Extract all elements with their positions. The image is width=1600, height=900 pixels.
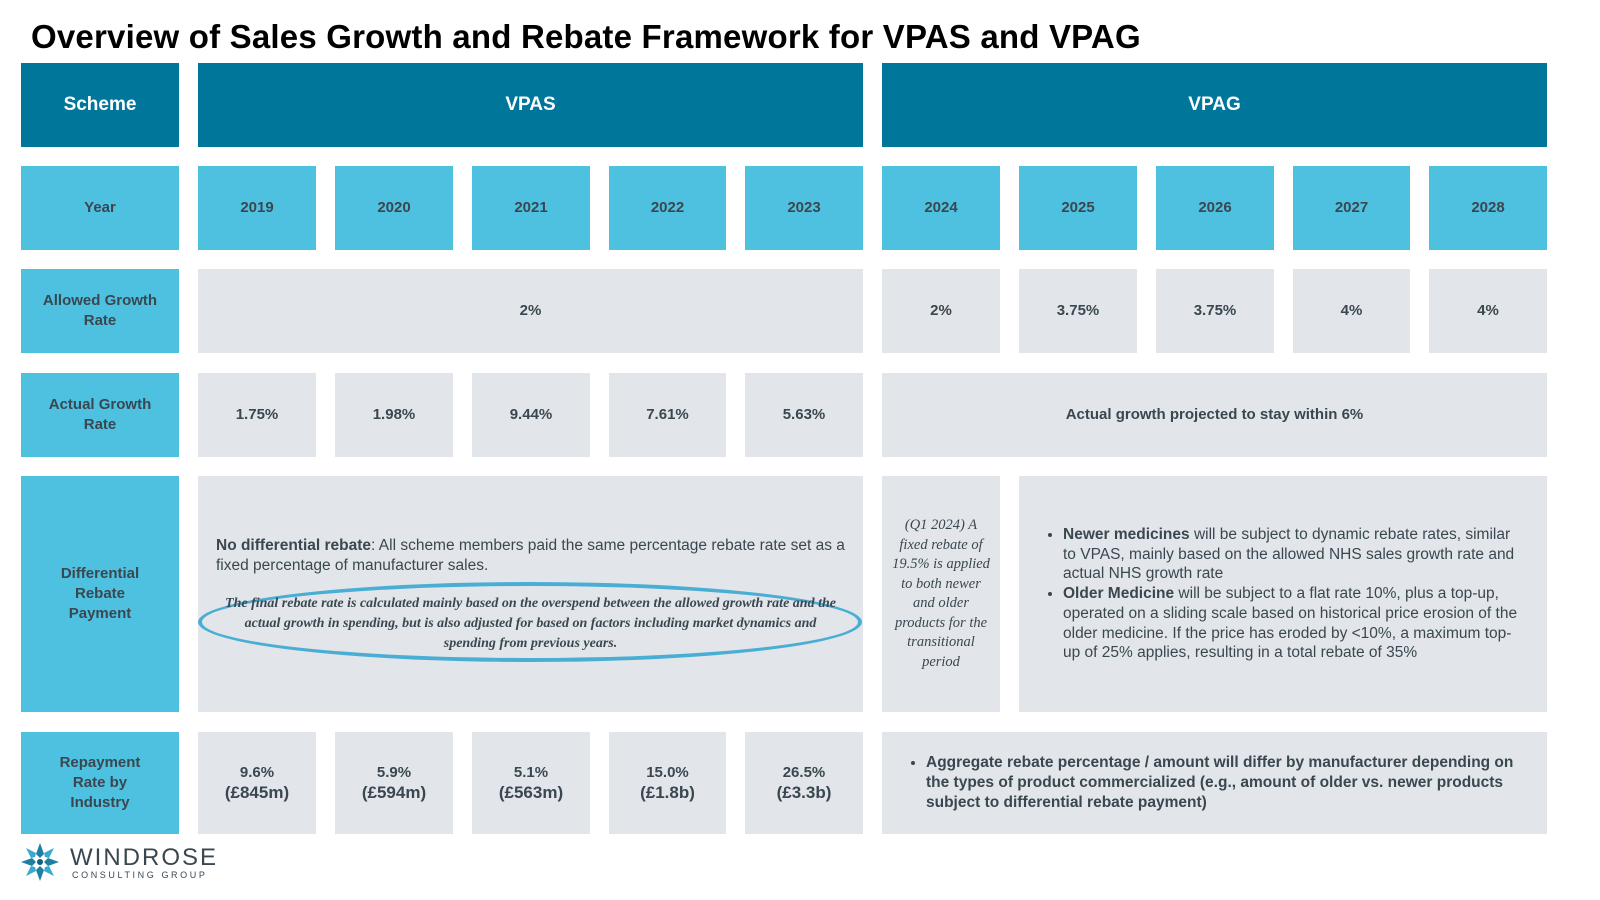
actual-growth-cell: 7.61% — [609, 373, 726, 457]
windrose-logo: WINDROSE CONSULTING GROUP — [20, 842, 220, 882]
page-title: Overview of Sales Growth and Rebate Fram… — [31, 18, 1141, 55]
repayment-rate: 5.1% — [513, 764, 549, 781]
year-cell: 2019 — [198, 166, 316, 250]
repayment-cell: 9.6% (£845m) — [198, 732, 316, 834]
vpag-header: VPAG — [882, 63, 1547, 147]
repayment-amount: (£3.3b) — [776, 783, 832, 802]
actual-growth-label: Actual Growth Rate — [21, 373, 179, 457]
newer-medicines-text: will be subject to dynamic rebate rates,… — [1063, 526, 1515, 583]
repayment-amount: (£594m) — [361, 783, 427, 802]
allowed-growth-cell: 4% — [1293, 269, 1410, 353]
repayment-cell: 5.1% (£563m) — [472, 732, 590, 834]
no-differential-rebate-text: No differential rebate: All scheme membe… — [216, 536, 856, 576]
windrose-logo-icon — [21, 843, 59, 881]
repayment-cell: 26.5% (£3.3b) — [745, 732, 863, 834]
no-differential-rebate-desc: : All scheme members paid the same perce… — [216, 537, 845, 574]
vpas-header: VPAS — [198, 63, 863, 147]
vpag-repayment-bullets: Aggregate rebate percentage / amount wil… — [904, 753, 1529, 813]
repayment-amount: (£563m) — [498, 783, 564, 802]
repayment-cell: 5.9% (£594m) — [335, 732, 453, 834]
aggregate-rebate-bullet: Aggregate rebate percentage / amount wil… — [926, 753, 1529, 813]
older-medicine-bold: Older Medicine — [1063, 585, 1175, 603]
repayment-rate: 26.5% — [782, 764, 826, 781]
differential-rebate-label: Differential Rebate Payment — [21, 476, 179, 712]
allowed-growth-cell: 4% — [1429, 269, 1547, 353]
allowed-growth-vpas: 2% — [198, 269, 863, 353]
final-rebate-note: The final rebate rate is calculated main… — [225, 596, 836, 651]
older-medicine-text: will be subject to a flat rate 10%, plus… — [1063, 585, 1518, 662]
year-cell: 2025 — [1019, 166, 1137, 250]
year-cell: 2023 — [745, 166, 863, 250]
vpas-differential-rebate: No differential rebate: All scheme membe… — [198, 476, 863, 712]
actual-growth-cell: 9.44% — [472, 373, 590, 457]
q1-2024-rebate-note: (Q1 2024) A fixed rebate of 19.5% is app… — [882, 476, 1000, 712]
year-cell: 2022 — [609, 166, 726, 250]
year-cell: 2027 — [1293, 166, 1410, 250]
repayment-amount: (£1.8b) — [640, 783, 695, 802]
actual-growth-cell: 1.98% — [335, 373, 453, 457]
actual-growth-vpag: Actual growth projected to stay within 6… — [882, 373, 1547, 457]
allowed-growth-cell: 3.75% — [1019, 269, 1137, 353]
repayment-label: Repayment Rate by Industry — [21, 732, 179, 834]
year-cell: 2024 — [882, 166, 1000, 250]
year-cell: 2028 — [1429, 166, 1547, 250]
year-label: Year — [21, 166, 179, 250]
allowed-growth-cell: 2% — [882, 269, 1000, 353]
logo-subtitle: CONSULTING GROUP — [72, 870, 208, 880]
allowed-growth-cell: 3.75% — [1156, 269, 1274, 353]
older-medicine-bullet: Older Medicine will be subject to a flat… — [1063, 584, 1527, 663]
no-differential-rebate-bold: No differential rebate — [216, 537, 372, 554]
vpag-differential-rebate: Newer medicines will be subject to dynam… — [1019, 476, 1547, 712]
scheme-header: Scheme — [21, 63, 179, 147]
actual-growth-cell: 5.63% — [745, 373, 863, 457]
newer-medicines-bold: Newer medicines — [1063, 526, 1190, 544]
highlight-oval — [198, 582, 862, 662]
repayment-rate: 15.0% — [646, 764, 689, 781]
year-cell: 2021 — [472, 166, 590, 250]
newer-medicines-bullet: Newer medicines will be subject to dynam… — [1063, 525, 1527, 584]
vpag-rebate-bullets: Newer medicines will be subject to dynam… — [1041, 525, 1527, 663]
year-cell: 2020 — [335, 166, 453, 250]
vpag-repayment: Aggregate rebate percentage / amount wil… — [882, 732, 1547, 834]
year-cell: 2026 — [1156, 166, 1274, 250]
repayment-rate: 5.9% — [376, 764, 412, 781]
repayment-amount: (£845m) — [224, 783, 290, 802]
repayment-cell: 15.0% (£1.8b) — [609, 732, 726, 834]
actual-growth-cell: 1.75% — [198, 373, 316, 457]
repayment-rate: 9.6% — [239, 764, 275, 781]
allowed-growth-label: Allowed Growth Rate — [21, 269, 179, 353]
logo-name: WINDROSE — [70, 844, 218, 871]
